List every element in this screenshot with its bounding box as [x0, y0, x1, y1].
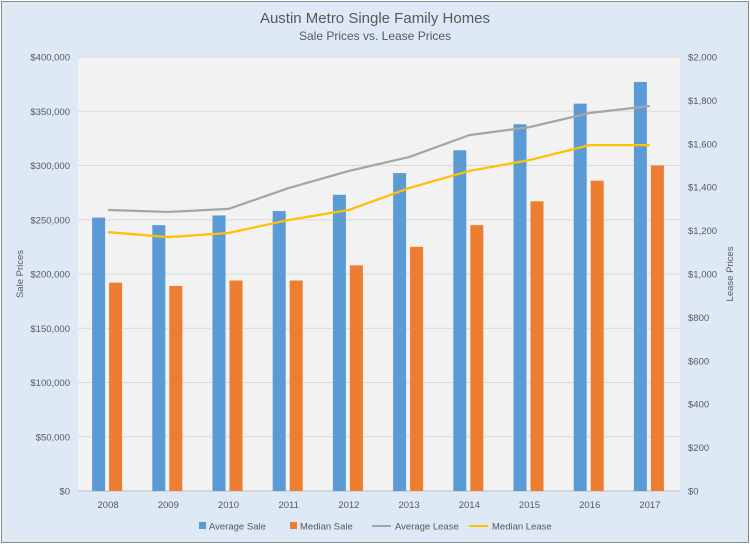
bar-median-sale [410, 246, 424, 491]
y-tick-label: $100,000 [30, 378, 70, 389]
y-tick-label: $250,000 [30, 215, 70, 226]
y2-tick-label: $1,400 [688, 183, 717, 194]
x-tick-label: 2014 [459, 500, 480, 511]
bar-average-sale [212, 215, 226, 491]
y-tick-label: $50,000 [36, 432, 70, 443]
chart-subtitle: Sale Prices vs. Lease Prices [298, 29, 452, 43]
bar-average-sale [393, 173, 407, 491]
legend-label: Average Lease [395, 522, 459, 533]
bar-median-sale [349, 265, 363, 491]
bar-median-sale [229, 280, 243, 491]
bar-average-sale [633, 81, 647, 491]
y2-axis-title: Lease Prices [725, 246, 736, 301]
bar-median-sale [590, 180, 604, 491]
line-median-lease [108, 143, 650, 239]
bar-average-sale [573, 103, 587, 491]
x-tick-label: 2009 [158, 500, 179, 511]
y-tick-label: $400,000 [30, 53, 70, 64]
y2-tick-label: $1,000 [688, 270, 717, 281]
bar-median-sale [470, 225, 484, 492]
y2-tick-label: $800 [688, 313, 709, 324]
legend-label: Average Sale [209, 522, 266, 533]
bar-median-sale [169, 285, 183, 491]
bar-median-sale [650, 165, 664, 491]
y2-tick-label: $1,600 [688, 139, 717, 150]
bar-average-sale [513, 124, 527, 492]
bar-average-sale [152, 225, 166, 492]
x-tick-label: 2012 [338, 500, 359, 511]
bar-average-sale [92, 217, 106, 491]
y-tick-label: $350,000 [30, 107, 70, 118]
x-tick-label: 2010 [218, 500, 239, 511]
y2-tick-label: $200 [688, 443, 709, 454]
y-axis-title: Sale Prices [15, 250, 26, 298]
y2-tick-label: $1,200 [688, 226, 717, 237]
bar-average-sale [332, 194, 346, 492]
line-average-lease [108, 104, 651, 214]
chart-title: Austin Metro Single Family Homes [259, 10, 491, 27]
x-tick-label: 2015 [519, 500, 540, 511]
y2-tick-label: $400 [688, 400, 709, 411]
bar-median-sale [289, 280, 303, 491]
x-tick-label: 2008 [98, 500, 119, 511]
y-tick-label: $0 [59, 487, 70, 498]
y2-tick-label: $1,800 [688, 96, 717, 107]
y-tick-label: $200,000 [30, 270, 70, 281]
legend-swatch [199, 522, 206, 529]
bar-average-sale [453, 150, 467, 491]
bar-median-sale [109, 282, 123, 491]
y2-tick-label: $600 [688, 356, 709, 367]
bar-average-sale [272, 211, 286, 491]
x-tick-label: 2011 [278, 500, 298, 511]
bar-median-sale [530, 201, 544, 491]
y2-tick-label: $2,000 [688, 53, 717, 64]
y2-tick-label: $0 [688, 487, 699, 498]
x-tick-label: 2016 [579, 500, 600, 511]
y-tick-label: $150,000 [30, 324, 70, 335]
legend-label: Median Sale [300, 522, 353, 533]
x-tick-label: 2013 [399, 500, 420, 511]
x-tick-label: 2017 [639, 500, 660, 511]
y-tick-label: $300,000 [30, 161, 70, 172]
legend-swatch [290, 522, 297, 529]
legend-label: Median Lease [492, 522, 552, 533]
